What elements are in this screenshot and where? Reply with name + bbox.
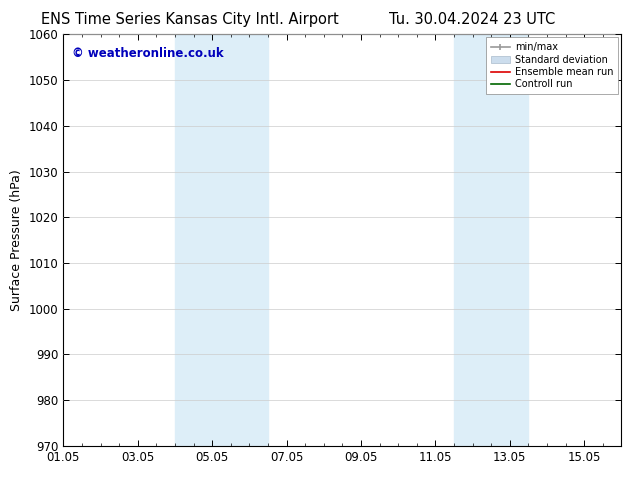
Legend: min/max, Standard deviation, Ensemble mean run, Controll run: min/max, Standard deviation, Ensemble me… — [486, 37, 618, 94]
Bar — [175, 34, 268, 446]
Bar — [454, 34, 528, 446]
Y-axis label: Surface Pressure (hPa): Surface Pressure (hPa) — [10, 169, 23, 311]
Text: © weatheronline.co.uk: © weatheronline.co.uk — [72, 47, 223, 60]
Text: Tu. 30.04.2024 23 UTC: Tu. 30.04.2024 23 UTC — [389, 12, 555, 27]
Text: ENS Time Series Kansas City Intl. Airport: ENS Time Series Kansas City Intl. Airpor… — [41, 12, 339, 27]
